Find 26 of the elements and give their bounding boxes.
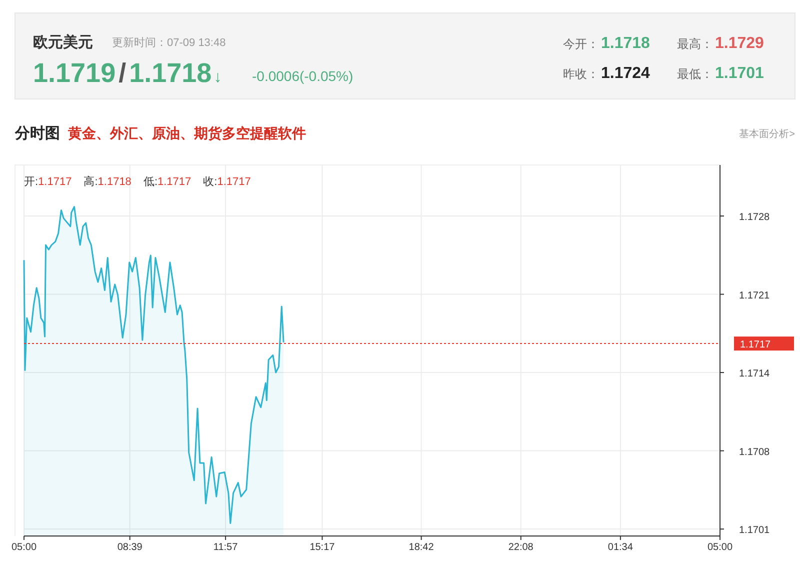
text: 昨收：1.1724 xyxy=(563,65,650,82)
text: 最高：1.1729 xyxy=(677,35,764,52)
x-tick-label: 15:17 xyxy=(310,542,336,553)
x-tick-label: 11:57 xyxy=(213,542,238,553)
x-tick-label: 05:00 xyxy=(11,542,37,553)
ref-line-label: 1.1717 xyxy=(740,340,772,351)
annotation: 开:1.1717 高:1.1718 低:1.1717 收:1.1717 xyxy=(24,175,251,188)
text: 1.1719/1.1718↓ xyxy=(33,58,222,88)
x-tick-label: 08:39 xyxy=(117,542,143,553)
x-tick-label: 01:34 xyxy=(608,542,634,553)
y-tick-label: 1.1701 xyxy=(739,525,770,536)
text: 今开：1.1718 xyxy=(563,35,650,52)
text: 最低：1.1701 xyxy=(677,65,764,82)
y-tick-label: 1.1721 xyxy=(739,290,770,302)
chart-subtitle: 黄金、外汇、原油、期货多空提醒软件 xyxy=(67,125,306,141)
x-tick-label: 18:42 xyxy=(408,542,434,553)
text: 欧元美元 xyxy=(33,33,93,51)
y-tick-label: 1.1728 xyxy=(739,212,770,224)
text: -0.0006(-0.05%) xyxy=(252,68,354,84)
text: 更新时间：07-09 13:48 xyxy=(112,36,226,49)
y-tick-label: 1.1714 xyxy=(739,368,770,380)
text: 基本面分析> xyxy=(739,128,796,140)
y-tick-label: 1.1708 xyxy=(739,446,770,458)
x-tick-label: 22:08 xyxy=(508,542,534,553)
x-tick-label: 05:00 xyxy=(707,542,733,553)
chart-title: 分时图 xyxy=(14,125,60,142)
